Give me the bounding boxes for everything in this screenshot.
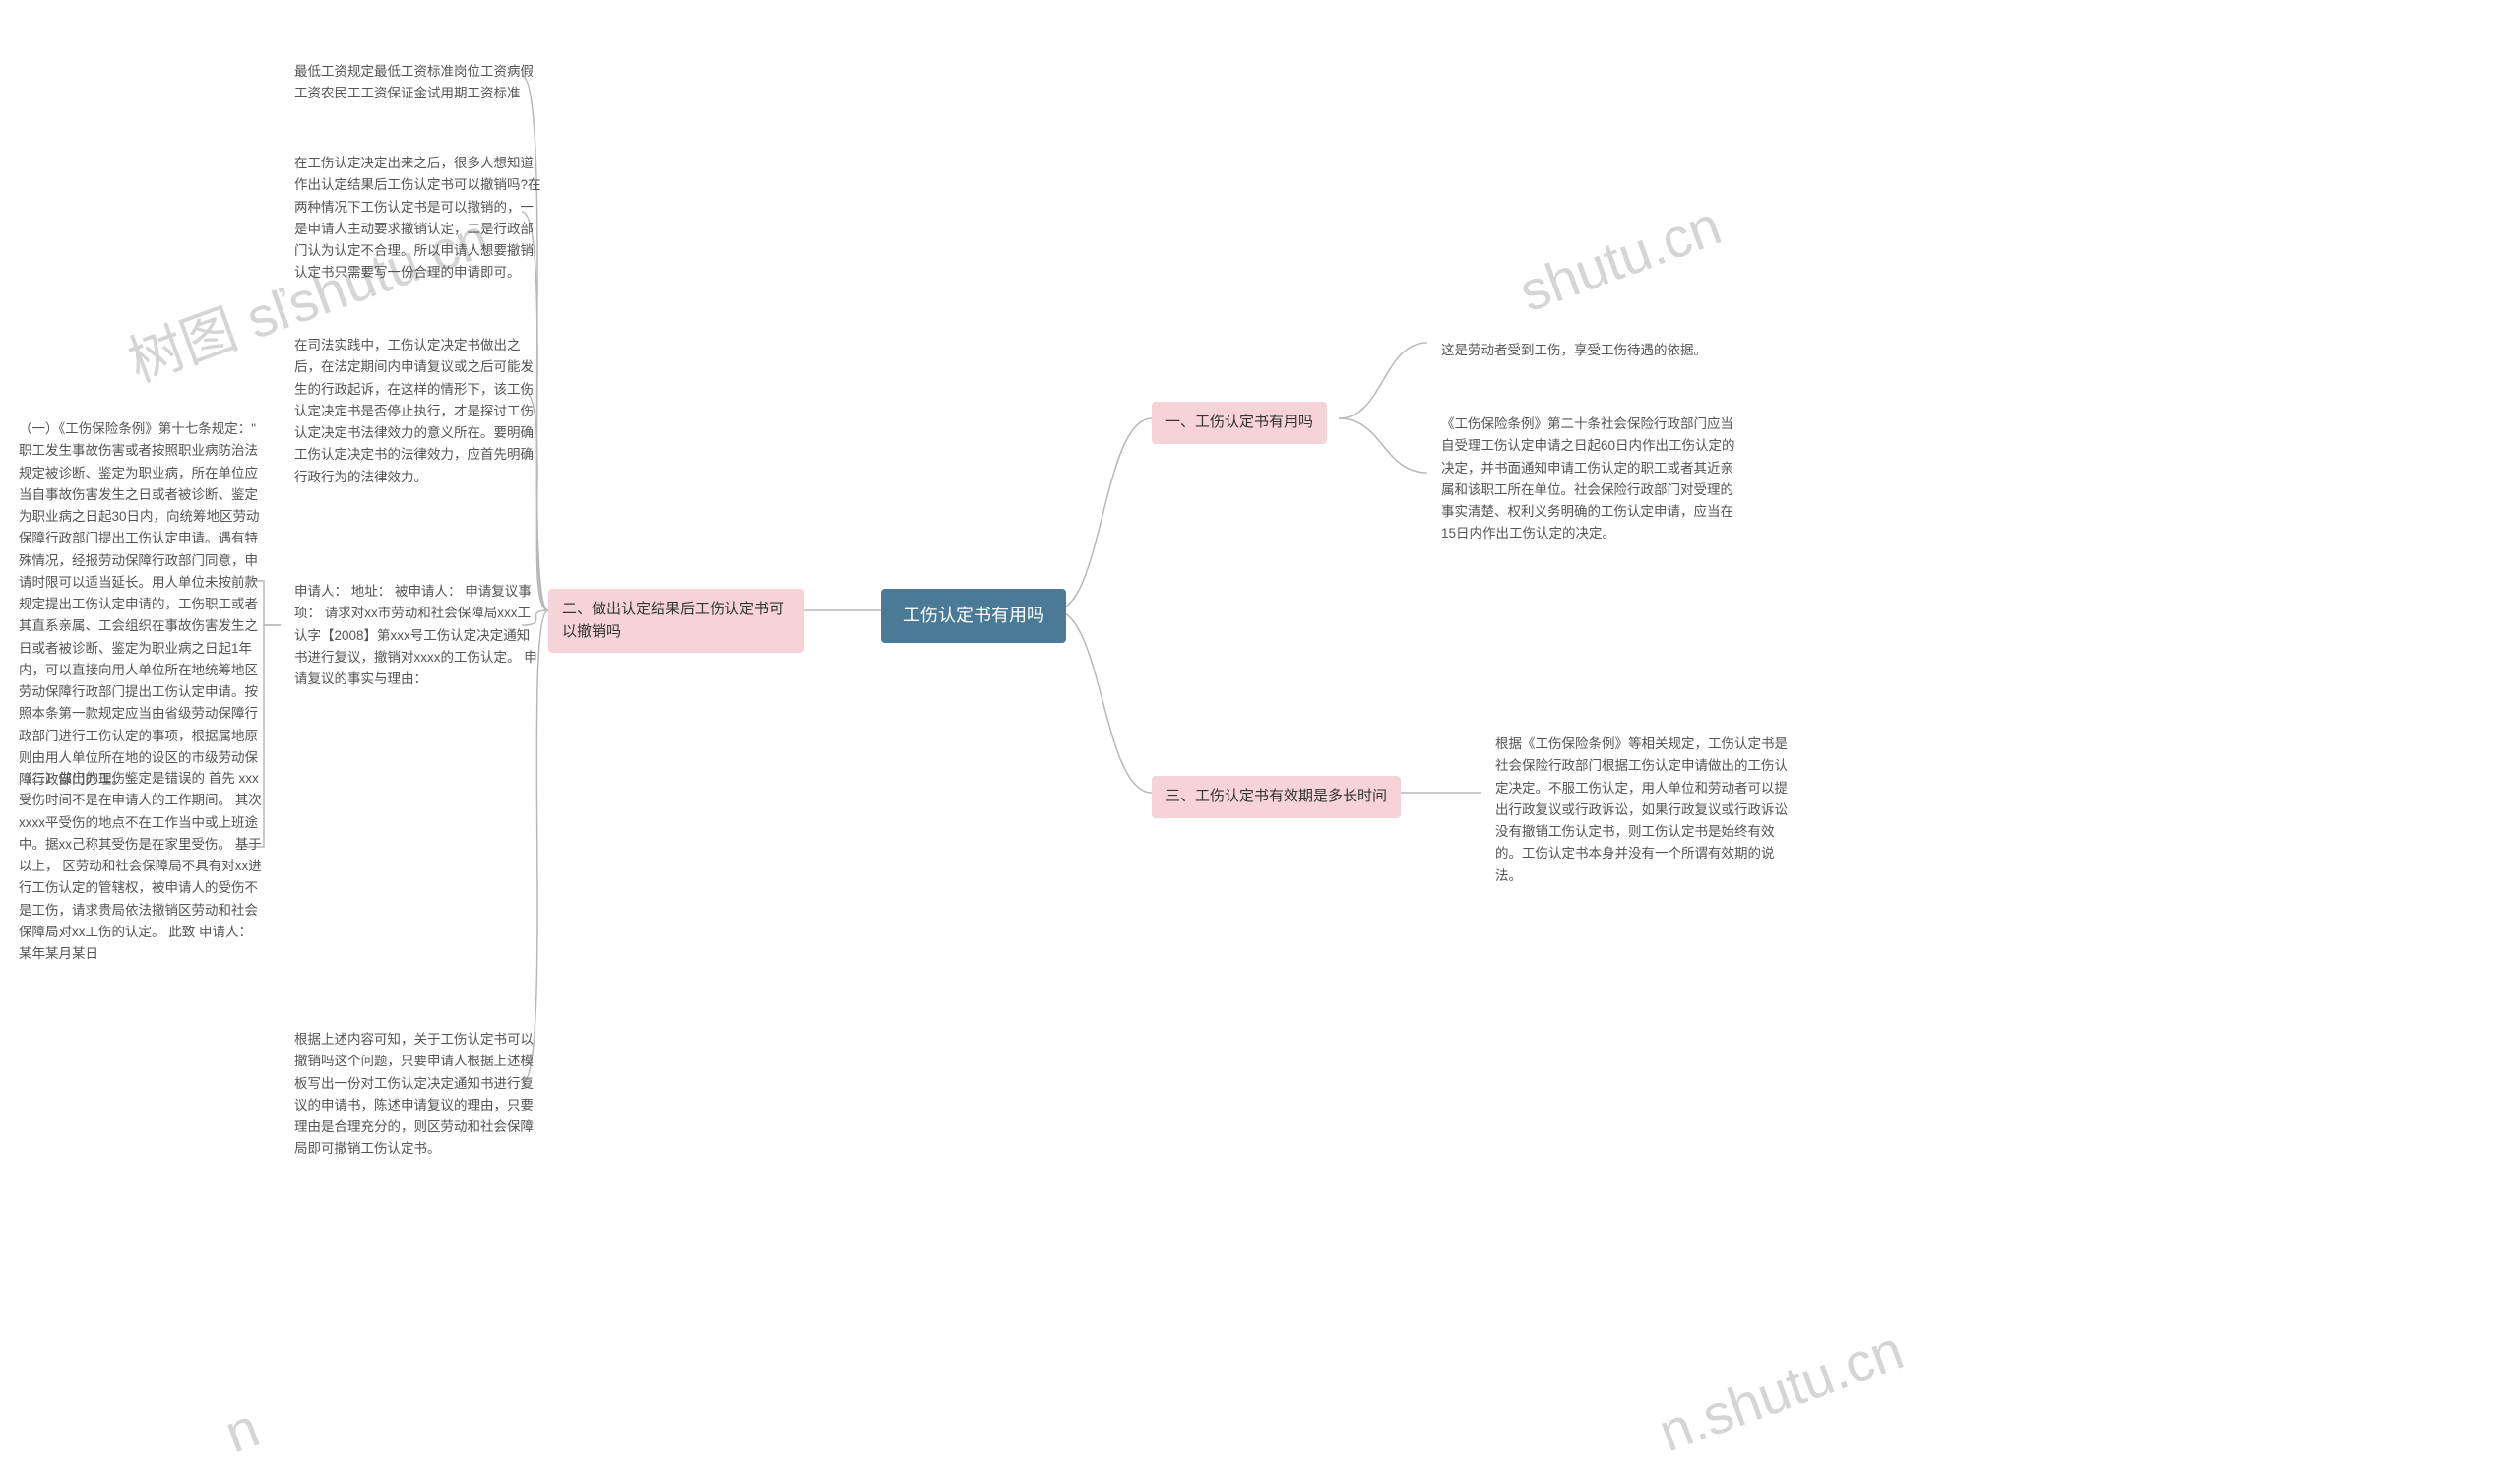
leaf-right-1-1: 这是劳动者受到工伤，享受工伤待遇的依据。 [1427, 330, 1721, 371]
watermark-top-right: shutu.cn [1511, 193, 1729, 324]
watermark-bottom-right: n.shutu.cn [1651, 1317, 1912, 1464]
branch-right-2: 三、工伤认定书有效期是多长时间 [1152, 776, 1401, 818]
leaf-left-1: 最低工资规定最低工资标准岗位工资病假工资农民工工资保证金试用期工资标准 [281, 51, 556, 115]
leaf-right-1-2: 《工伤保险条例》第二十条社会保险行政部门应当自受理工伤认定申请之日起60日内作出… [1427, 404, 1752, 555]
leaf-left-3: 在司法实践中，工伤认定决定书做出之后，在法定期间内申请复议或之后可能发生的行政起… [281, 325, 556, 498]
branch-left: 二、做出认定结果后工伤认定书可以撤销吗 [548, 589, 804, 653]
sub-leaf-left-1: （一）《工伤保险条例》第十七条规定：" 职工发生事故伤害或者按照职业病防治法规定… [5, 409, 281, 801]
branch-right-1: 一、工伤认定书有用吗 [1152, 402, 1327, 444]
sub-leaf-left-2: （二）做出的工伤鉴定是错误的 首先 xxx受伤时间不是在申请人的工作期间。 其次… [5, 758, 281, 975]
leaf-left-5: 根据上述内容可知，关于工伤认定书可以撤销吗这个问题，只要申请人根据上述模板写出一… [281, 1019, 556, 1171]
root-node: 工伤认定书有用吗 [881, 589, 1066, 643]
leaf-left-4: 申请人： 地址： 被申请人： 申请复议事项： 请求对xx市劳动和社会保障局xxx… [281, 571, 556, 700]
watermark-bottom-left: n [217, 1395, 268, 1466]
leaf-left-2: 在工伤认定决定出来之后，很多人想知道作出认定结果后工伤认定书可以撤销吗?在两种情… [281, 143, 556, 294]
leaf-right-2-1: 根据《工伤保险条例》等相关规定，工伤认定书是社会保险行政部门根据工伤认定申请做出… [1481, 724, 1806, 897]
